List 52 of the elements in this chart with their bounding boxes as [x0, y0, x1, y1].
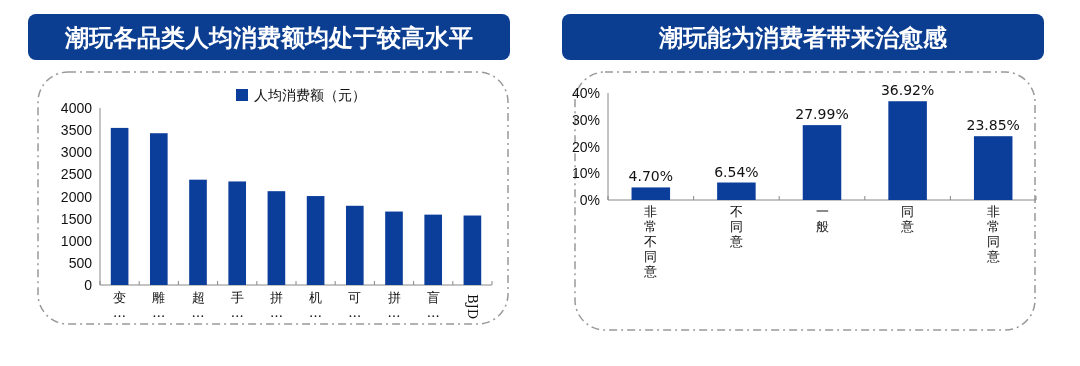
- chart-title: 潮玩能为消费者带来治愈感: [658, 24, 948, 52]
- x-tick-label: 拼…: [269, 290, 283, 320]
- legend-label: 人均消费额（元）: [254, 87, 366, 103]
- y-tick-label: 2000: [60, 188, 93, 205]
- x-tick-label: 可…: [348, 290, 362, 320]
- data-label: 4.70%: [628, 168, 674, 185]
- bar: [110, 127, 129, 285]
- bar: [631, 187, 671, 200]
- x-tick-label: 机…: [309, 290, 323, 320]
- x-tick-label: 手…: [230, 290, 244, 320]
- y-tick-label: 30%: [571, 111, 600, 128]
- y-tick-label: 2500: [60, 166, 93, 183]
- y-tick-label: 1500: [60, 210, 93, 227]
- y-tick-label: 3500: [60, 122, 93, 139]
- data-label: 23.85%: [966, 117, 1020, 134]
- y-tick-label: 40%: [571, 85, 600, 101]
- bar: [385, 211, 403, 285]
- data-label: 27.99%: [795, 106, 849, 123]
- x-tick-label: 不同意: [728, 204, 743, 249]
- bar: [973, 136, 1013, 200]
- x-tick-label: 拼…: [387, 290, 401, 320]
- x-tick-label: 非常不同意: [643, 204, 658, 279]
- data-label: 36.92%: [880, 82, 935, 99]
- x-tick-label: 盲…: [426, 290, 440, 320]
- x-tick-label: BJD: [464, 294, 480, 320]
- y-tick-label: 4000: [60, 100, 93, 116]
- y-tick-label: 3000: [60, 144, 93, 161]
- chart-title: 潮玩各品类人均消费额均处于较高水平: [64, 24, 473, 52]
- bar: [717, 182, 756, 200]
- y-tick-label: 1000: [60, 232, 93, 249]
- bar: [424, 214, 443, 285]
- x-tick-label: 雕…: [152, 290, 166, 320]
- bar: [228, 181, 247, 285]
- bar: [345, 205, 364, 285]
- bar: [189, 179, 207, 285]
- bar: [802, 125, 842, 200]
- y-tick-label: 500: [68, 254, 93, 271]
- y-tick-label: 0: [84, 277, 93, 293]
- data-label: 6.54%: [714, 163, 759, 180]
- x-tick-label: 同意: [900, 204, 915, 234]
- bar: [888, 101, 927, 200]
- bar: [149, 133, 168, 285]
- bar: [306, 196, 325, 285]
- x-tick-label: 非常同意: [985, 204, 1000, 264]
- bar: [463, 215, 482, 285]
- x-tick-label: 超…: [191, 290, 205, 320]
- y-tick-label: 0%: [579, 192, 600, 208]
- y-tick-label: 10%: [571, 165, 600, 182]
- x-tick-label: 变…: [113, 290, 127, 320]
- x-tick-label: 一般: [815, 204, 829, 234]
- bar: [267, 191, 286, 285]
- y-tick-label: 20%: [571, 138, 600, 155]
